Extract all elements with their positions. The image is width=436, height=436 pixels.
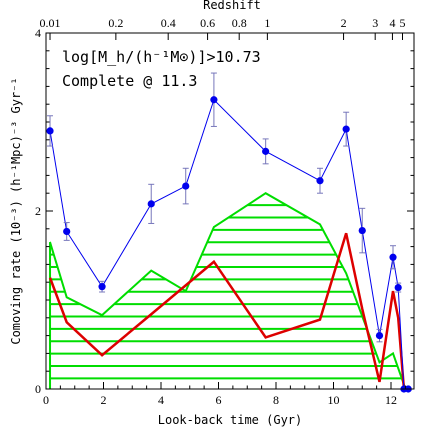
annotation-complete: Complete @ 11.3 [62,72,197,90]
blue-series [46,72,412,393]
y-tick-label: 2 [35,204,41,218]
redshift-axis-label: Redshift [203,0,261,12]
redshift-axis-ticks: 0.01 0.2 0.4 0.6 0.8 1 2 3 4 5 [40,16,406,40]
y-tick-label: 4 [35,26,41,40]
data-point [63,227,71,236]
green-band-outline [49,192,405,389]
data-point [182,182,190,190]
redshift-tick-label: 5 [400,16,406,30]
data-point [394,283,402,292]
data-point [358,226,366,235]
x-tick-label: 2 [101,393,107,407]
x-axis-ticks: 0 2 4 6 8 10 12 [43,382,406,407]
x-axis-label: Look-back time (Gyr) [158,413,303,427]
y-axis-ticks: 0 2 4 [35,26,414,396]
data-point [375,332,384,340]
data-point [316,177,324,185]
redshift-tick-label: 0.4 [161,16,176,30]
x-tick-label: 12 [385,393,397,407]
x-tick-label: 6 [216,393,222,407]
redshift-tick-label: 4 [389,16,395,30]
redshift-tick-label: 3 [372,16,378,30]
y-axis-label: Comoving rate (10⁻³) (h⁻¹Mpc)⁻³ Gyr⁻¹ [9,77,23,344]
data-point [46,127,54,135]
red-series [48,232,406,390]
redshift-tick-label: 0.6 [200,16,215,30]
x-tick-label: 10 [328,393,340,407]
data-point [262,147,270,155]
data-point [98,283,106,291]
x-tick-label: 4 [158,393,164,407]
data-point [342,125,350,133]
redshift-tick-label: 0.2 [108,16,123,30]
x-tick-label: 8 [273,393,279,407]
data-point [389,253,397,261]
redshift-tick-label: 0.8 [232,16,247,30]
data-point [147,200,155,208]
red-series-line [48,232,406,390]
redshift-tick-label: 1 [264,16,270,30]
annotation-mass-cut: log[M_h/(h⁻¹M⊙)]>10.73 [62,48,261,66]
redshift-tick-label: 2 [341,16,347,30]
redshift-tick-label: 0.01 [40,16,61,30]
green-band [49,192,405,389]
blue-series-line [49,98,409,390]
data-point [210,96,218,104]
x-tick-label: 0 [43,393,49,407]
y-tick-label: 0 [35,382,41,396]
